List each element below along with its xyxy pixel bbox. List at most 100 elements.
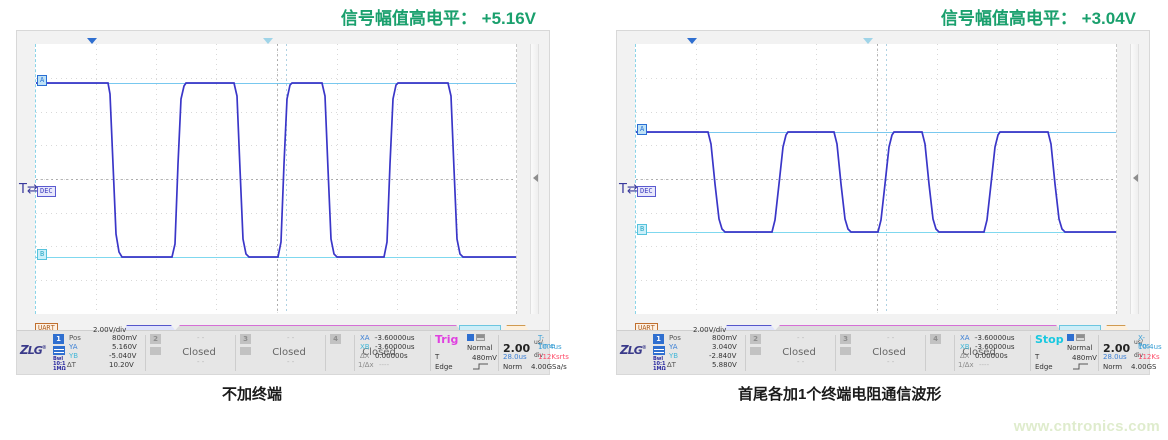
channel-1-impedance-right: 1MΩ <box>653 366 666 372</box>
panel-collapse-handle-left[interactable] <box>530 44 539 314</box>
trigger-level-right: 480mV <box>1072 354 1097 362</box>
trigger-type-right[interactable]: Edge <box>1035 363 1053 371</box>
cursor-xb-label-left: XB <box>360 343 370 351</box>
channel-3-badge-right[interactable]: 3 <box>840 334 851 344</box>
decode-marker-right[interactable]: DEC <box>637 186 656 197</box>
cursor-line-a-left[interactable] <box>36 83 516 84</box>
cursor-dx-value-right: 0.00000s <box>975 352 1008 360</box>
srate-indicator-right: 112Ks <box>1138 353 1160 361</box>
zlg-logo-left: ZLG® <box>20 343 47 357</box>
channel-1-pos-value-right: 800mV <box>712 334 737 342</box>
channel-1-yb-value-left: -5.040V <box>109 352 137 360</box>
waveform-grid-left[interactable] <box>35 44 517 314</box>
cursor-dx-label-right: ∆X <box>960 352 970 360</box>
trigger-mode-left[interactable]: Normal <box>467 344 493 352</box>
channel-1-dt-value-left: 10.20V <box>109 361 134 369</box>
zlg-logo-right: ZLG® <box>620 343 647 357</box>
channel-2-badge-right[interactable]: 2 <box>750 334 761 344</box>
status-bar-left: ZLG® 1 Bwl 10:1 1MΩ Pos YA YB ∆T 2.00V/d… <box>17 326 569 374</box>
cursor-marker-a-right[interactable]: A <box>637 124 648 135</box>
channel-3-badge-left[interactable]: 3 <box>240 334 251 344</box>
caption-right: 首尾各加1个终端电阻通信波形 <box>738 386 942 403</box>
cursor-inv-value-left: ---- <box>379 361 390 369</box>
channel-1-ya-label-left: YA <box>69 343 78 351</box>
channel-1-bwl-right: Bwl <box>653 356 664 362</box>
channel-1-bwl-left: Bwl <box>53 356 64 362</box>
channel-1-yb-label-left: YB <box>69 352 79 360</box>
waveform-trace-right <box>636 131 1116 233</box>
cursor-line-a-right[interactable] <box>636 132 1116 133</box>
trigger-slope-icon-right <box>1076 334 1085 341</box>
decode-marker-left[interactable]: DEC <box>37 186 56 197</box>
cursor-inv-value-right: ---- <box>979 361 990 369</box>
trigger-coupling-icon-left <box>467 334 474 341</box>
cursor-xa-value-right: -3.60000us <box>975 334 1015 342</box>
trigger-position-marker-left[interactable] <box>87 38 97 44</box>
trigger-time-marker-right[interactable] <box>863 38 873 44</box>
sample-rate-left: 4.00GSa/s <box>531 363 567 371</box>
cursor-dx-value-left: 0.00000s <box>375 352 408 360</box>
channel-4-badge-left[interactable]: 4 <box>330 334 341 344</box>
channel-1-coupling-icon-left <box>53 346 65 355</box>
timebase-value-right[interactable]: 2.00 us/ div <box>1103 336 1143 362</box>
oscilloscope-panel-left: A B DEC T⇄ UART BEGIN DATA:0x55 ERROR S.… <box>16 30 569 375</box>
trigger-time-marker-left[interactable] <box>263 38 273 44</box>
channel-1-yb-value-right: -2.840V <box>709 352 737 360</box>
channel-1-ya-value-left: 5.160V <box>112 343 137 351</box>
timebase-number-right: 2.00 <box>1103 342 1131 355</box>
trigger-level-left: 480mV <box>472 354 497 362</box>
trigger-position-marker-right[interactable] <box>687 38 697 44</box>
oscilloscope-panel-right: A B DEC T⇄ UART BEGIN DATA:0x55 ERROR S.… <box>616 30 1162 375</box>
waveform-grid-right[interactable] <box>635 44 1117 314</box>
channel-1-scale-right[interactable]: 2.00V/div <box>693 326 727 334</box>
channel-3-sub-icon-right <box>840 347 851 355</box>
channel-3-state-right: Closed <box>872 347 906 358</box>
channel-4-badge-right[interactable]: 4 <box>930 334 941 344</box>
trigger-glyph-right: T⇄ <box>619 182 638 197</box>
channel-1-ya-value-right: 3.040V <box>712 343 737 351</box>
cursor-xa-label-left: XA <box>360 334 370 342</box>
ttime-value-left: 10.4us <box>538 343 562 351</box>
channel-3-sub-icon-left <box>240 347 251 355</box>
timebase-delay-left: 28.0us <box>503 353 527 361</box>
cursor-inv-label-right: 1/∆x <box>958 361 974 369</box>
trigger-state-right[interactable]: Stop <box>1035 333 1064 346</box>
panel-collapse-handle-right[interactable] <box>1130 44 1139 314</box>
acq-mode-right: Norm <box>1103 363 1123 371</box>
channel-1-scale-left[interactable]: 2.00V/div <box>93 326 127 334</box>
trigger-state-left[interactable]: Trig <box>435 333 459 346</box>
channel-1-yb-label-right: YB <box>669 352 679 360</box>
cursor-marker-b-left[interactable]: B <box>37 249 48 260</box>
trigger-source-left: T <box>435 353 440 361</box>
channel-2-state-right: Closed <box>782 347 816 358</box>
trigger-type-left[interactable]: Edge <box>435 363 453 371</box>
cursor-marker-b-right[interactable]: B <box>637 224 648 235</box>
channel-1-badge-left[interactable]: 1 <box>53 334 64 344</box>
channel-1-coupling-icon-right <box>653 346 665 355</box>
channel-2-badge-left[interactable]: 2 <box>150 334 161 344</box>
channel-4-state-right: Closed <box>962 347 996 358</box>
cursor-xa-value-left: -3.60000us <box>375 334 415 342</box>
timebase-number-left: 2.00 <box>503 342 531 355</box>
trigger-mode-right[interactable]: Normal <box>1067 344 1093 352</box>
channel-1-badge-right[interactable]: 1 <box>653 334 664 344</box>
acq-mode-left: Norm <box>503 363 523 371</box>
ttime-label-left: T-Time <box>538 334 556 350</box>
status-bar-right: ZLG® 1 Bwl 10:1 1MΩ Pos YA YB ∆T 2.00V/d… <box>617 326 1162 374</box>
cursor-dx-label-left: ∆X <box>360 352 370 360</box>
timebase-value-left[interactable]: 2.00 us/ div <box>503 336 543 362</box>
waveform-trace-left <box>36 82 516 258</box>
cursor-inv-label-left: 1/∆x <box>358 361 374 369</box>
channel-1-settings-left: Bwl 10:1 1MΩ <box>53 356 66 372</box>
timebase-unit-bot-right: div <box>1133 352 1144 359</box>
channel-1-ya-label-right: YA <box>669 343 678 351</box>
cursor-xa-label-right: XA <box>960 334 970 342</box>
channel-1-pos-value-left: 800mV <box>112 334 137 342</box>
channel-4-state-left: Closed <box>362 347 396 358</box>
watermark: www.cntronics.com <box>1013 418 1160 435</box>
cursor-xb-value-right: -3.60000us <box>975 343 1015 351</box>
channel-1-impedance-left: 1MΩ <box>53 366 66 372</box>
channel-1-dt-value-right: 5.880V <box>712 361 737 369</box>
cursor-marker-a-left[interactable]: A <box>37 75 48 86</box>
